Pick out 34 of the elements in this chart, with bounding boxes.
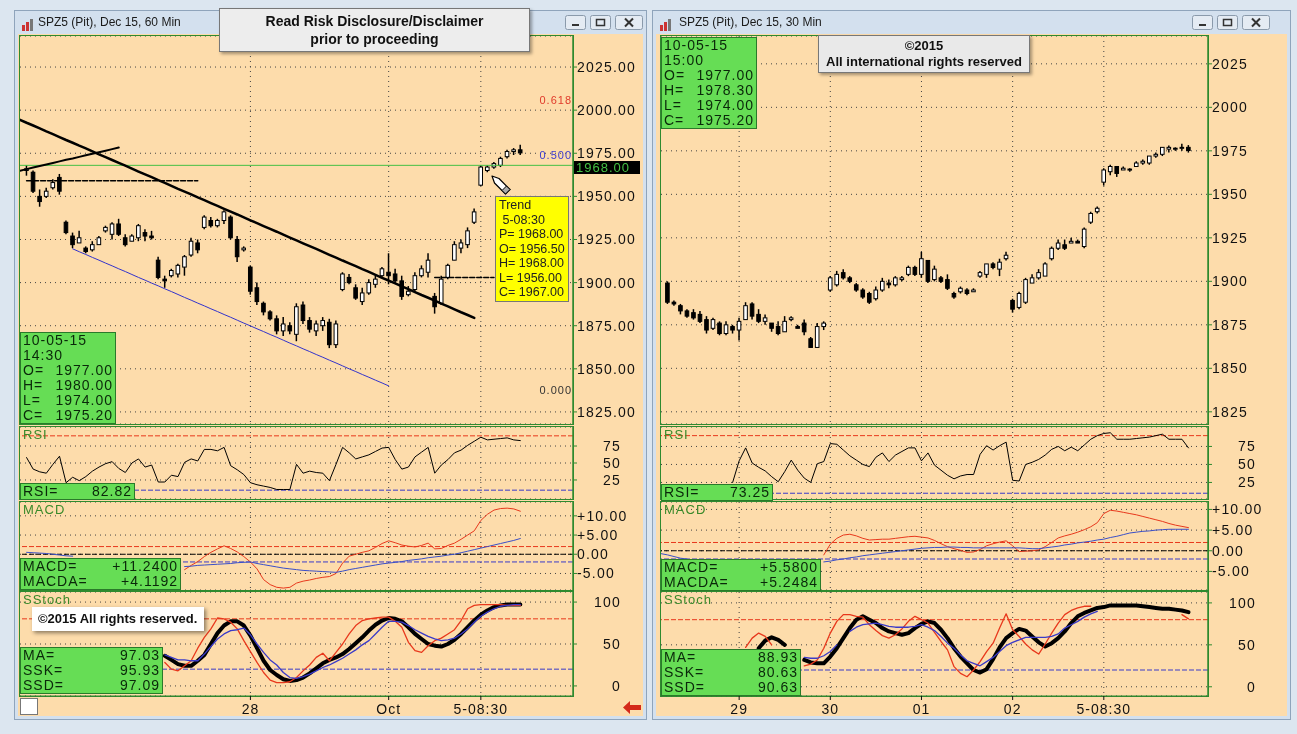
x-tick-label: 5-08:30	[1076, 701, 1132, 717]
y-tick-label: +10.00	[1212, 501, 1263, 518]
y-tick-label: 50	[1238, 636, 1256, 653]
text: 10-05-15 15:00 O= 1977.00 H= 1978.30 L= 1974.00 C= 1975.20	[664, 37, 754, 128]
line-series	[732, 432, 1189, 483]
text: MACD= +5.5800 MACDA= +5.2484	[664, 559, 818, 590]
text: MA= 88.93 SSK= 80.63 SSD= 90.63	[664, 649, 798, 695]
y-tick-label: 50	[1238, 456, 1256, 473]
y-tick-label: +5.00	[1212, 522, 1254, 539]
y-tick-label: 1950	[1212, 186, 1248, 203]
y-tick-label: 1925	[1212, 229, 1248, 246]
y-tick-label: 2000	[1212, 99, 1248, 116]
y-tick-label: 2025	[1212, 55, 1248, 72]
y-tick-label: 75	[1238, 438, 1256, 455]
y-tick-label: 1900	[1212, 273, 1248, 290]
chart-title: MACD	[664, 502, 707, 517]
x-tick-label: 29	[730, 701, 748, 717]
candlestick	[1081, 226, 1087, 250]
y-tick-label: 0.00	[1212, 542, 1245, 559]
x-tick-label: 01	[912, 701, 931, 717]
x-tick-label: 02	[1003, 701, 1022, 717]
y-tick-label: 25	[1238, 474, 1256, 491]
y-tick-label: 1850	[1212, 360, 1248, 377]
chart-title: SStoch	[664, 592, 712, 607]
y-tick-label: 1875	[1212, 316, 1248, 333]
x-tick-label: 30	[821, 701, 840, 717]
y-tick-label: 100	[1229, 594, 1256, 611]
y-tick-label: 0	[1247, 678, 1256, 695]
chart-title: SPZ5 (Pit), Dec 15, 30 Min	[679, 15, 822, 29]
text: RSI= 73.25	[664, 484, 770, 500]
candlestick	[736, 317, 742, 342]
y-tick-label: 1825	[1212, 403, 1248, 420]
y-tick-label: 1975	[1212, 142, 1248, 159]
y-tick-label: -5.00	[1212, 563, 1250, 580]
